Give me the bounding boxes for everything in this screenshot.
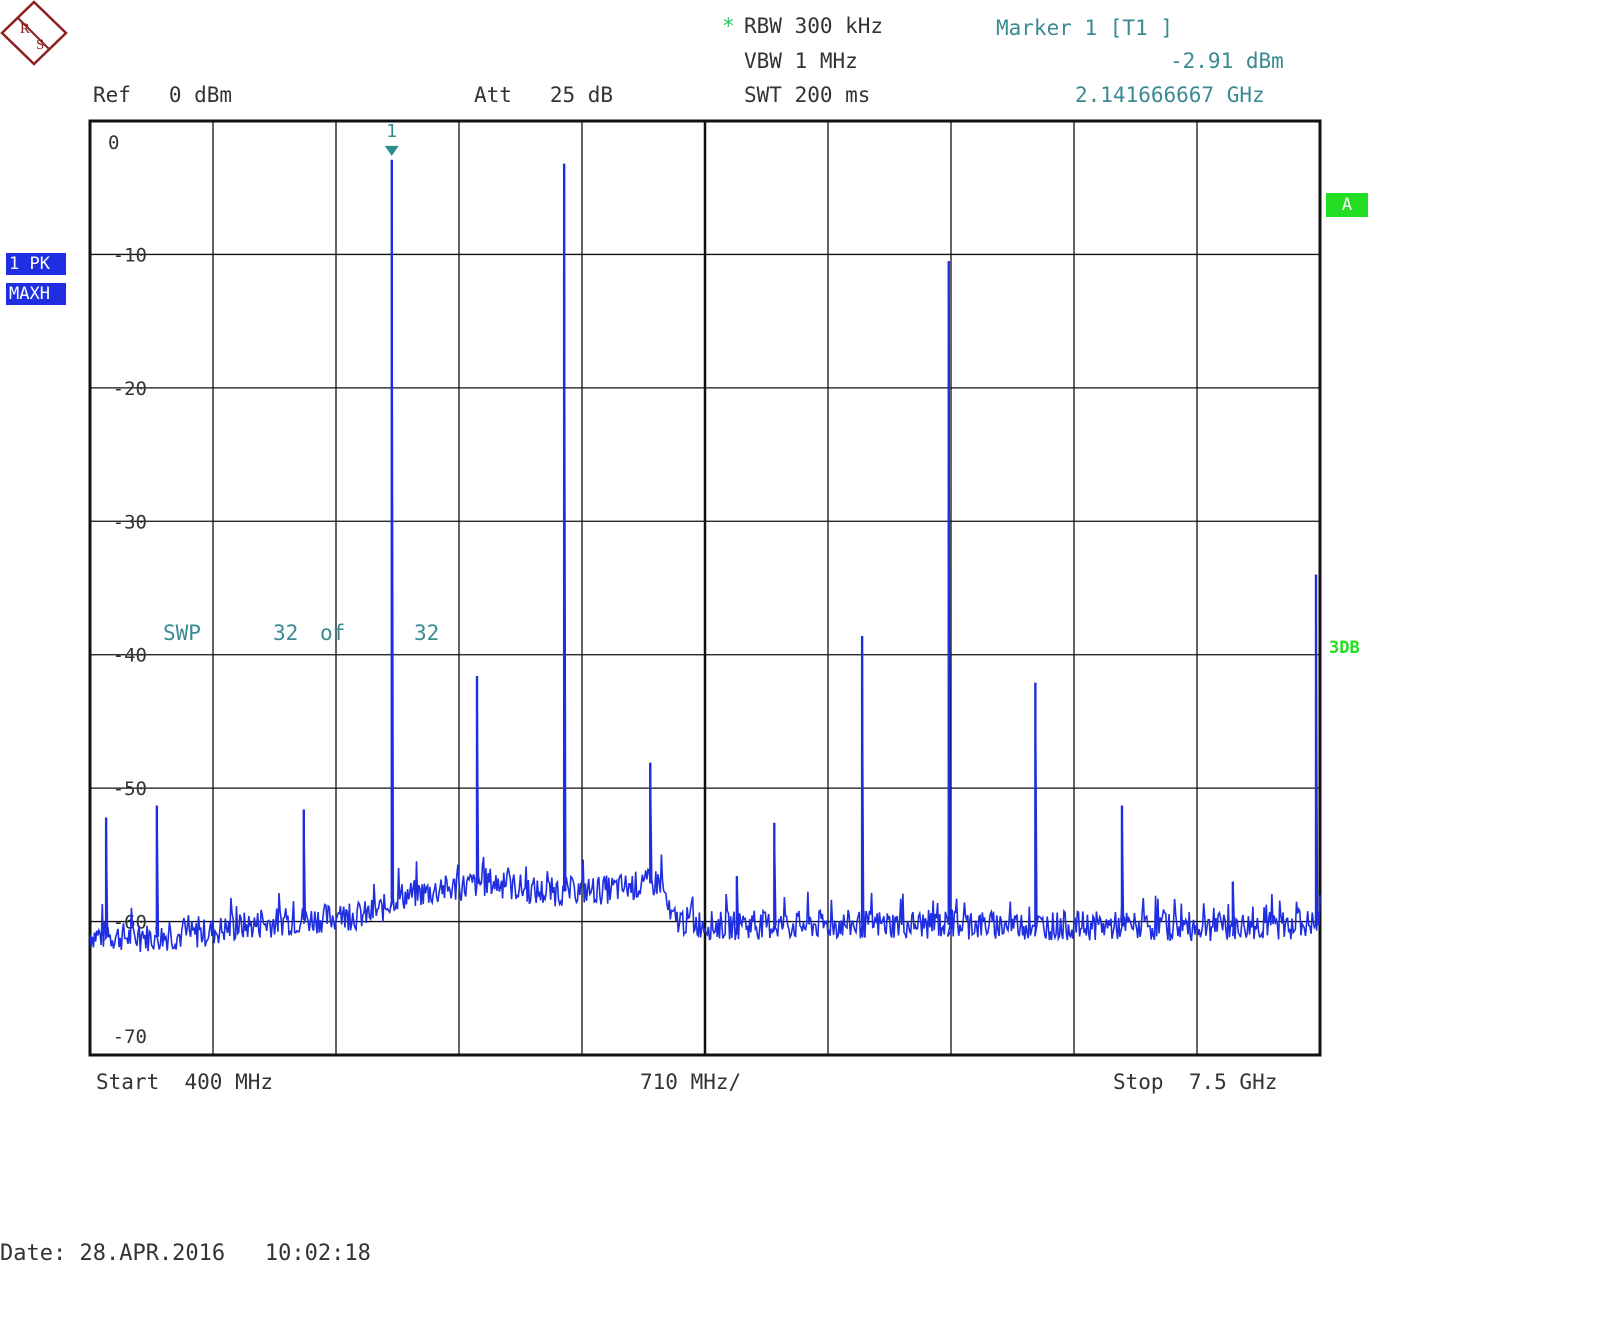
- marker-frequency: 2.141666667 GHz: [1075, 83, 1265, 107]
- trace-mode-badge: 1 PK: [6, 253, 66, 275]
- y-tick-label: -10: [113, 244, 147, 266]
- plot-frame: [88, 119, 1322, 1057]
- marker-number-label: 1: [386, 121, 397, 142]
- y-tick-label: -50: [113, 778, 147, 800]
- marker-title: Marker 1 [T1 ]: [996, 16, 1174, 40]
- ref-level: Ref 0 dBm: [93, 83, 233, 107]
- logo-letter-r: R: [20, 21, 30, 37]
- rbw-text: RBW 300 kHz: [744, 14, 884, 38]
- trace-a-badge: A: [1326, 193, 1368, 217]
- rbw-star: *: [722, 14, 735, 38]
- detector-badge: MAXH: [6, 283, 66, 305]
- y-tick-label: 0: [108, 132, 119, 154]
- vbw-text: VBW 1 MHz: [744, 49, 858, 73]
- capture-date: Date: 28.APR.2016 10:02:18: [0, 1241, 371, 1266]
- logo-letter-s: S: [36, 37, 44, 53]
- y-tick-label: -20: [113, 378, 147, 400]
- marker-triangle-icon: [384, 145, 399, 156]
- swt-text: SWT 200 ms: [744, 83, 871, 107]
- sweep-of: of: [320, 621, 346, 645]
- y-tick-label: -70: [113, 1026, 147, 1048]
- attenuation: Att 25 dB: [474, 83, 614, 107]
- 3db-label: 3DB: [1329, 638, 1360, 658]
- sweep-count: 32: [273, 621, 299, 645]
- span-per-division: 710 MHz/: [640, 1070, 742, 1094]
- stop-frequency: Stop 7.5 GHz: [1113, 1070, 1278, 1094]
- marker-level: -2.91 dBm: [1170, 49, 1284, 73]
- sweep-total: 32: [414, 621, 440, 645]
- spectrum-trace: [89, 159, 1321, 953]
- sweep-label: SWP: [163, 621, 201, 645]
- rohde-schwarz-logo: R S: [0, 0, 68, 66]
- y-tick-label: -40: [113, 645, 147, 667]
- y-tick-label: -30: [113, 511, 147, 533]
- start-frequency: Start 400 MHz: [96, 1070, 274, 1094]
